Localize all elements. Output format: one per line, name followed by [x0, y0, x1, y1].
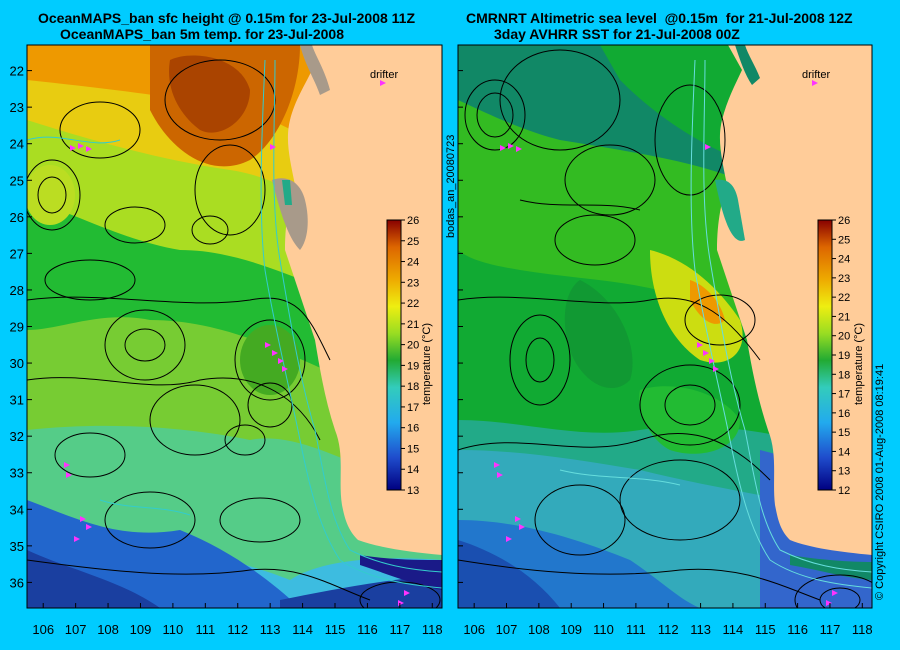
colorbar-tick-label: 20 — [407, 340, 419, 352]
right-panel-title-line1: CMRNRT Altimetric sea level @0.15m for 2… — [466, 10, 853, 26]
colorbar-tick-label: 21 — [407, 319, 419, 331]
colorbar-tick-label: 23 — [838, 273, 850, 285]
lon-tick-label: 107 — [496, 622, 518, 637]
lon-tick-label: 110 — [163, 622, 184, 637]
lat-tick-label: 32 — [10, 429, 24, 444]
lon-tick-label: 118 — [422, 622, 443, 637]
lat-tick-label: 33 — [10, 466, 24, 481]
lat-tick-label: 31 — [10, 393, 24, 408]
left-map-panel — [27, 45, 442, 608]
right-colorbar: 12 13 14 15 16 17 18 19 20 21 22 23 24 25 26 temperatu… — [817, 215, 865, 497]
right-colorbar-label: temperature (°C) — [853, 323, 865, 405]
lon-tick-label: 117 — [820, 622, 841, 637]
colorbar-tick-label: 19 — [407, 360, 419, 372]
colorbar-tick-label: 16 — [407, 423, 419, 435]
lat-tick-label: 29 — [10, 320, 24, 335]
colorbar-tick-label: 21 — [838, 311, 850, 323]
lon-tick-label: 114 — [723, 622, 744, 637]
lon-tick-label: 116 — [357, 622, 378, 637]
colorbar-tick-label: 26 — [407, 215, 419, 227]
colorbar-tick-label: 20 — [838, 331, 850, 343]
left-panel-title-line1: OceanMAPS_ban sfc height @ 0.15m for 23-… — [38, 10, 416, 26]
lat-tick-label: 22 — [10, 64, 24, 79]
left-axes: 106 107 108 109 110 111 112 113 114 115 116 117 118 2… — [10, 64, 443, 637]
lon-tick-label: 111 — [195, 622, 215, 637]
colorbar-tick-label: 15 — [838, 427, 850, 439]
colorbar-tick-label: 22 — [838, 292, 850, 304]
lon-tick-label: 112 — [227, 622, 248, 637]
left-drifter-label: drifter — [370, 69, 398, 81]
lon-tick-label: 118 — [852, 622, 873, 637]
right-colorbar-ticks: 12 13 14 15 16 17 18 19 20 21 22 23 24 25 26 — [832, 215, 850, 497]
right-panel-title-line2: 3day AVHRR SST for 21-Jul-2008 00Z — [494, 26, 740, 42]
colorbar-tick-label: 24 — [838, 254, 850, 266]
left-panel-title-line2: OceanMAPS_ban 5m temp. for 23-Jul-2008 — [60, 26, 344, 42]
right-map-panel — [458, 45, 872, 608]
run-id-label: bodas_an_20080723 — [445, 134, 457, 238]
colorbar-tick-label: 14 — [838, 446, 850, 458]
lon-tick-label: 110 — [593, 622, 614, 637]
lat-tick-label: 26 — [10, 210, 24, 225]
lon-tick-label: 108 — [97, 622, 119, 637]
lon-tick-label: 114 — [292, 622, 313, 637]
colorbar-tick-label: 12 — [838, 485, 850, 497]
right-axes: 106 107 108 109 110 111 112 113 114 115 116 117 118 — [458, 70, 873, 637]
left-colorbar-label: temperature (°C) — [421, 323, 433, 405]
colorbar-tick-label: 25 — [407, 236, 419, 248]
right-drifter-label: drifter — [802, 69, 830, 81]
lon-tick-label: 108 — [528, 622, 550, 637]
lat-tick-label: 35 — [10, 539, 24, 554]
lat-tick-label: 25 — [10, 173, 24, 188]
colorbar-tick-label: 14 — [407, 464, 419, 476]
lon-tick-label: 107 — [65, 622, 87, 637]
colorbar-tick-label: 26 — [838, 215, 850, 227]
lon-tick-label: 106 — [32, 622, 54, 637]
lon-tick-label: 112 — [658, 622, 679, 637]
lat-tick-label: 34 — [10, 502, 24, 517]
lon-tick-label: 117 — [389, 622, 410, 637]
lon-tick-label: 109 — [130, 622, 152, 637]
colorbar-tick-label: 13 — [407, 485, 419, 497]
lon-tick-label: 115 — [325, 622, 346, 637]
lon-tick-label: 106 — [463, 622, 485, 637]
lon-tick-label: 113 — [690, 622, 711, 637]
colorbar-tick-label: 19 — [838, 350, 850, 362]
lat-tick-label: 27 — [10, 246, 24, 261]
lon-tick-label: 109 — [560, 622, 582, 637]
colorbar-tick-label: 23 — [407, 277, 419, 289]
colorbar-tick-label: 18 — [407, 381, 419, 393]
colorbar-tick-label: 17 — [407, 402, 419, 414]
lat-tick-label: 23 — [10, 100, 24, 115]
lon-tick-label: 113 — [260, 622, 281, 637]
colorbar-tick-label: 15 — [407, 443, 419, 455]
lat-tick-label: 28 — [10, 283, 24, 298]
lon-tick-label: 111 — [626, 622, 646, 637]
lon-tick-label: 115 — [755, 622, 776, 637]
colorbar-tick-label: 18 — [838, 369, 850, 381]
lon-tick-label: 116 — [787, 622, 808, 637]
left-colorbar: 13 14 15 16 17 18 19 20 21 22 23 24 25 26 temperature… — [386, 215, 433, 497]
lat-tick-label: 36 — [10, 575, 24, 590]
colorbar-tick-label: 25 — [838, 234, 850, 246]
colorbar-tick-label: 13 — [838, 466, 850, 478]
colorbar-tick-label: 16 — [838, 408, 850, 420]
left-colorbar-ticks: 13 14 15 16 17 18 19 20 21 22 23 24 25 26 — [401, 215, 419, 497]
copyright-label: © Copyright CSIRO 2008 01-Aug-2008 08:19… — [874, 363, 886, 600]
lat-tick-label: 30 — [10, 356, 24, 371]
colorbar-tick-label: 22 — [407, 298, 419, 310]
colorbar-tick-label: 17 — [838, 389, 850, 401]
lat-tick-label: 24 — [10, 137, 24, 152]
colorbar-tick-label: 24 — [407, 257, 419, 269]
